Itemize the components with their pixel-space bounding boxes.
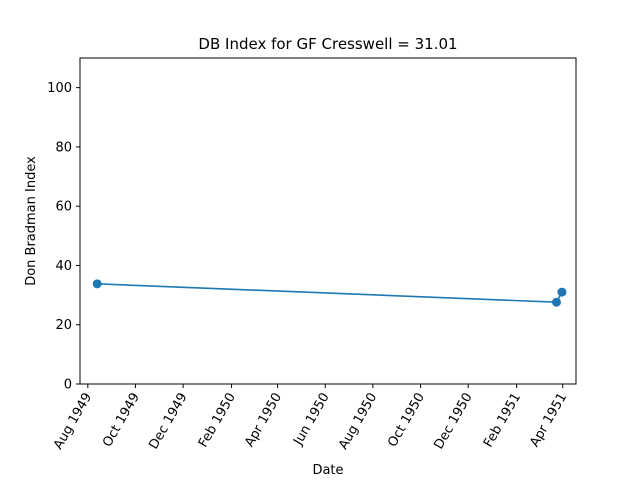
- y-tick-label: 80: [55, 140, 72, 155]
- y-axis-label: Don Bradman Index: [24, 156, 39, 286]
- x-tick-label: Aug 1949: [51, 391, 95, 453]
- series-layer: [92, 279, 567, 307]
- plot-area: [79, 57, 577, 385]
- data-point: [557, 287, 567, 297]
- series-line: [97, 283, 563, 304]
- y-tick-label: 100: [47, 81, 72, 96]
- x-tick-label: Feb 1951: [481, 391, 524, 451]
- x-tick-label: Aug 1950: [336, 391, 380, 453]
- y-tick-label: 40: [55, 259, 72, 274]
- x-tick-label: Oct 1949: [100, 391, 143, 450]
- y-axis: 0 20 40 60 80 100: [47, 81, 80, 393]
- x-tick-label: Dec 1950: [431, 391, 475, 453]
- y-tick-label: 20: [55, 318, 72, 333]
- x-tick-label: Oct 1950: [385, 391, 428, 450]
- x-axis: Aug 1949 Oct 1949 Dec 1949 Feb 1950 Apr 1950…: [51, 384, 570, 452]
- data-point: [92, 279, 102, 289]
- y-tick-label: 60: [55, 200, 72, 215]
- x-tick-label: Jun 1950: [290, 391, 332, 449]
- data-point: [551, 297, 561, 307]
- plot-frame: [79, 57, 577, 385]
- x-tick-label: Apr 1951: [527, 391, 570, 450]
- x-axis-label: Date: [312, 463, 343, 478]
- x-tick-label: Apr 1950: [242, 391, 285, 450]
- x-tick-label: Dec 1949: [146, 391, 190, 453]
- chart-title: DB Index for GF Cresswell = 31.01: [198, 35, 457, 53]
- y-tick-label: 0: [64, 378, 72, 393]
- x-tick-label: Feb 1950: [196, 391, 239, 451]
